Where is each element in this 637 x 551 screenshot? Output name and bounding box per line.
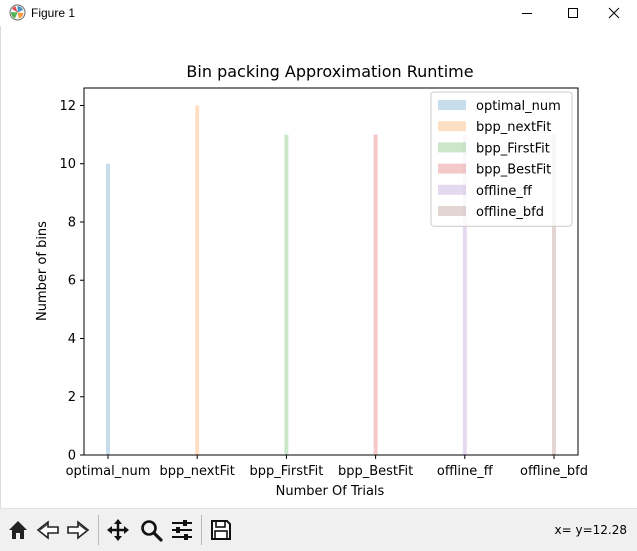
bar-offline_bfd [552,134,556,455]
y-tick-label: 8 [68,215,76,230]
minimize-button[interactable] [504,0,550,26]
y-tick-label: 2 [68,390,76,405]
toolbar-separator [201,515,202,545]
forward-arrow-icon [67,520,90,540]
back-arrow-icon [36,520,59,540]
maximize-button[interactable] [550,0,596,26]
pan-button[interactable] [104,516,132,544]
chart-title: Bin packing Approximation Runtime [186,62,473,81]
save-button[interactable] [207,516,235,544]
sliders-icon [172,520,192,540]
toolbar-separator [98,515,99,545]
move-icon [107,519,129,541]
close-button[interactable] [591,0,637,26]
x-tick-label: offline_ff [437,464,494,479]
x-tick-label: offline_bfd [520,464,588,479]
zoom-button[interactable] [137,516,165,544]
bar-chart: Bin packing Approximation Runtime 0 2 4 6 8 1… [35,62,588,499]
maximize-icon [568,8,578,18]
x-tick-label: optimal_num [66,464,151,479]
figure-canvas[interactable]: Bin packing Approximation Runtime 0 2 4 6 8 1… [0,26,637,508]
x-axis: optimal_num bpp_nextFit bpp_FirstFit bpp_Be… [66,455,588,479]
home-icon [9,521,27,539]
legend-label: bpp_BestFit [476,163,551,178]
x-axis-label: Number Of Trials [276,484,385,499]
legend-swatch [438,121,466,132]
legend-swatch [438,184,466,195]
floppy-disk-icon [211,520,231,540]
legend-swatch [438,206,466,216]
window-title: Figure 1 [31,6,76,20]
y-axis-label: Number of bins [35,221,50,321]
home-button[interactable] [4,516,32,544]
bars-layer [106,105,556,455]
bar-bpp_FirstFit [284,134,289,455]
minimize-icon [522,13,532,14]
magnifier-icon [141,520,163,542]
forward-button[interactable] [64,516,92,544]
legend-swatch [438,100,466,110]
x-tick-label: bpp_FirstFit [249,464,323,479]
title-bar: Figure 1 [0,0,637,26]
legend-label: offline_ff [476,184,533,199]
x-tick-label: bpp_BestFit [338,464,413,479]
navigation-toolbar: x= y=12.28 [0,508,637,551]
bar-bpp_BestFit [373,134,378,455]
y-axis: 0 2 4 6 8 10 12 [59,99,84,464]
cursor-coordinates: x= y=12.28 [554,523,627,537]
x-tick-label: bpp_nextFit [160,464,235,479]
y-tick-label: 6 [68,274,76,289]
y-tick-label: 0 [68,449,76,464]
bar-bpp_nextFit [195,105,200,455]
axes-frame [83,87,579,456]
legend-label: offline_bfd [476,205,544,220]
bar-optimal_num [106,163,110,455]
y-tick-label: 12 [59,99,76,114]
legend-frame [430,91,573,227]
legend-label: optimal_num [476,99,561,114]
legend: optimal_num bpp_nextFit bpp_FirstFit bpp_Be… [430,91,573,227]
legend-swatch [438,163,466,174]
legend-label: bpp_nextFit [476,120,551,135]
matplotlib-logo-icon [9,4,26,21]
back-button[interactable] [34,516,62,544]
legend-label: bpp_FirstFit [476,141,550,156]
y-tick-label: 10 [59,157,76,172]
legend-swatch [438,142,466,153]
y-tick-label: 4 [68,332,76,347]
close-icon [608,7,620,19]
configure-subplots-button[interactable] [168,516,196,544]
bar-offline_ff [462,134,467,455]
